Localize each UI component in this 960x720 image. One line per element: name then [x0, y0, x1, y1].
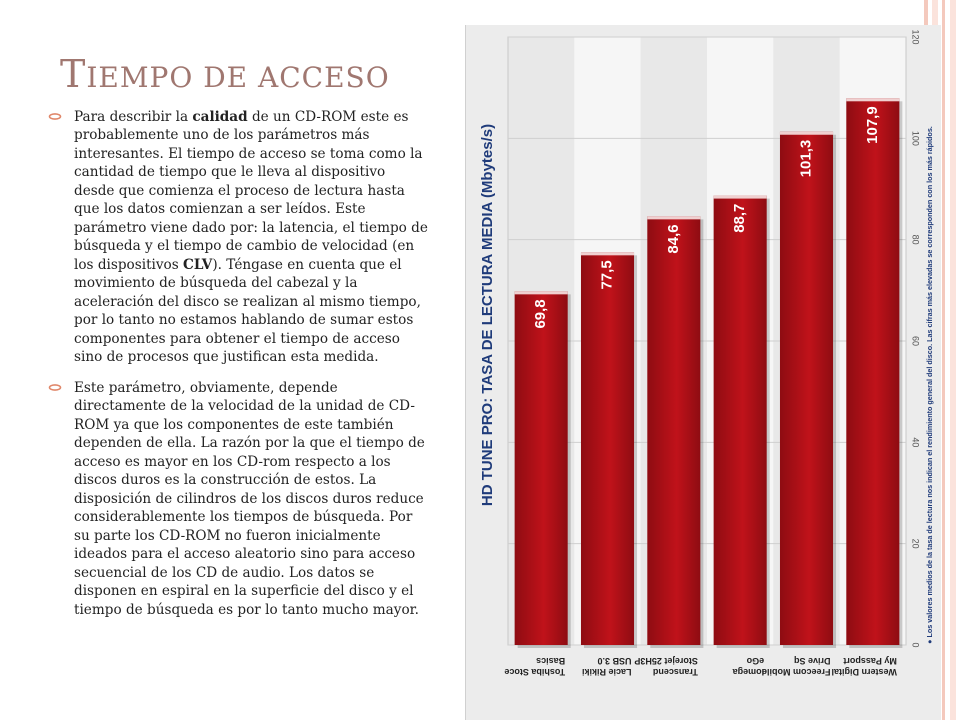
- tick-labels: 0 20 40 60 80 100 120: [911, 29, 921, 647]
- category-label-line: Iomega: [732, 667, 765, 677]
- category-label-line: Storejet 25H3P: [634, 656, 698, 666]
- bar-value-label: 107,9: [864, 106, 881, 144]
- bar-value-label: 69,8: [532, 299, 549, 328]
- bar: [647, 216, 701, 646]
- bar-value-label: 88,7: [731, 204, 748, 233]
- bar-top-edge: [713, 195, 767, 199]
- category-label: Western DigitalMy Passport: [831, 656, 896, 677]
- bullet-list: Para describir la calidad de un CD-ROM e…: [48, 108, 428, 631]
- edge-stripe: [942, 0, 945, 720]
- bar: [846, 98, 900, 646]
- category-label-line: Freecom Mobile: [762, 667, 831, 677]
- category-label-line: USB 3.0: [597, 656, 631, 666]
- chart-panel: 69,8 77,5 84,6 88,7 101,3 107,9 0 20 40 60 80 100 1…: [465, 25, 941, 720]
- bullet-text-part: de un CD-ROM este es probablemente uno d…: [74, 109, 428, 273]
- bullet-text: Para describir la calidad de un CD-ROM e…: [74, 108, 428, 367]
- chart-footnote: ● Los valores medios de la tasa de lectu…: [925, 126, 934, 644]
- category-label-line: eGo: [746, 656, 764, 666]
- bar: [580, 252, 635, 646]
- category-label-line: Toshiba Stoce: [504, 667, 565, 677]
- bar-value-label: 101,3: [797, 140, 814, 178]
- bullet-bold: CLV: [183, 256, 213, 273]
- bullet-bold: calidad: [192, 109, 248, 125]
- y-tick-label: 60: [911, 336, 921, 346]
- bullet-item: Para describir la calidad de un CD-ROM e…: [48, 108, 428, 367]
- bullet-marker-icon: [48, 113, 62, 120]
- bar: [779, 131, 834, 645]
- y-tick-label: 40: [911, 437, 921, 447]
- edge-stripe: [950, 0, 956, 720]
- chart-title: HD TUNE PRO: TASA DE LECTURA MEDIA (Mbyt…: [479, 124, 496, 506]
- bar-top-edge: [580, 252, 635, 256]
- bullet-text-part: Para describir la: [74, 109, 193, 125]
- bar-top-edge: [514, 291, 568, 295]
- bar-top-edge: [647, 216, 701, 220]
- category-label: IomegaeGo: [732, 656, 765, 677]
- category-label-line: My Passport: [843, 656, 897, 666]
- bar-top-edge: [779, 131, 834, 135]
- bullet-item: Este parámetro, obviamente, depende dire…: [48, 379, 428, 619]
- y-tick-label: 80: [911, 235, 921, 245]
- category-label-line: Lacie Rikiki: [582, 667, 632, 677]
- bar-value-label: 84,6: [665, 224, 682, 253]
- category-label-line: Drive Sq: [794, 656, 831, 666]
- bar-chart: 69,8 77,5 84,6 88,7 101,3 107,9 0 20 40 60 80 100 1…: [479, 29, 934, 677]
- y-tick-label: 100: [911, 131, 921, 146]
- bar: [713, 195, 767, 645]
- category-label-line: Transcend: [653, 667, 698, 677]
- category-label: TranscendStorejet 25H3P: [634, 656, 698, 677]
- y-tick-label: 0: [911, 642, 921, 647]
- category-label-line: Western Digital: [831, 667, 896, 677]
- bullet-marker-icon: [48, 383, 62, 391]
- category-label: Lacie RikikiUSB 3.0: [582, 656, 632, 677]
- y-tick-label: 20: [911, 539, 921, 549]
- slide-title: Tiempo de acceso: [60, 52, 390, 96]
- title-initial: T: [60, 52, 87, 96]
- category-label: Toshiba StoceBasics: [504, 656, 565, 677]
- title-rest: iempo de acceso: [86, 61, 390, 94]
- bar: [514, 291, 568, 645]
- bar-value-label: 77,5: [598, 260, 615, 289]
- y-tick-label: 120: [911, 29, 921, 44]
- bar-top-edge: [846, 98, 900, 102]
- bullet-text-part: ). Téngase en cuenta que el movimiento d…: [74, 256, 421, 366]
- category-label: Freecom MobileDrive Sq: [762, 656, 831, 677]
- category-label-line: Basics: [536, 656, 565, 666]
- bars: 69,8 77,5 84,6 88,7 101,3 107,9: [514, 98, 903, 649]
- grid-lines: [508, 36, 906, 646]
- bullet-text: Este parámetro, obviamente, depende dire…: [74, 379, 425, 618]
